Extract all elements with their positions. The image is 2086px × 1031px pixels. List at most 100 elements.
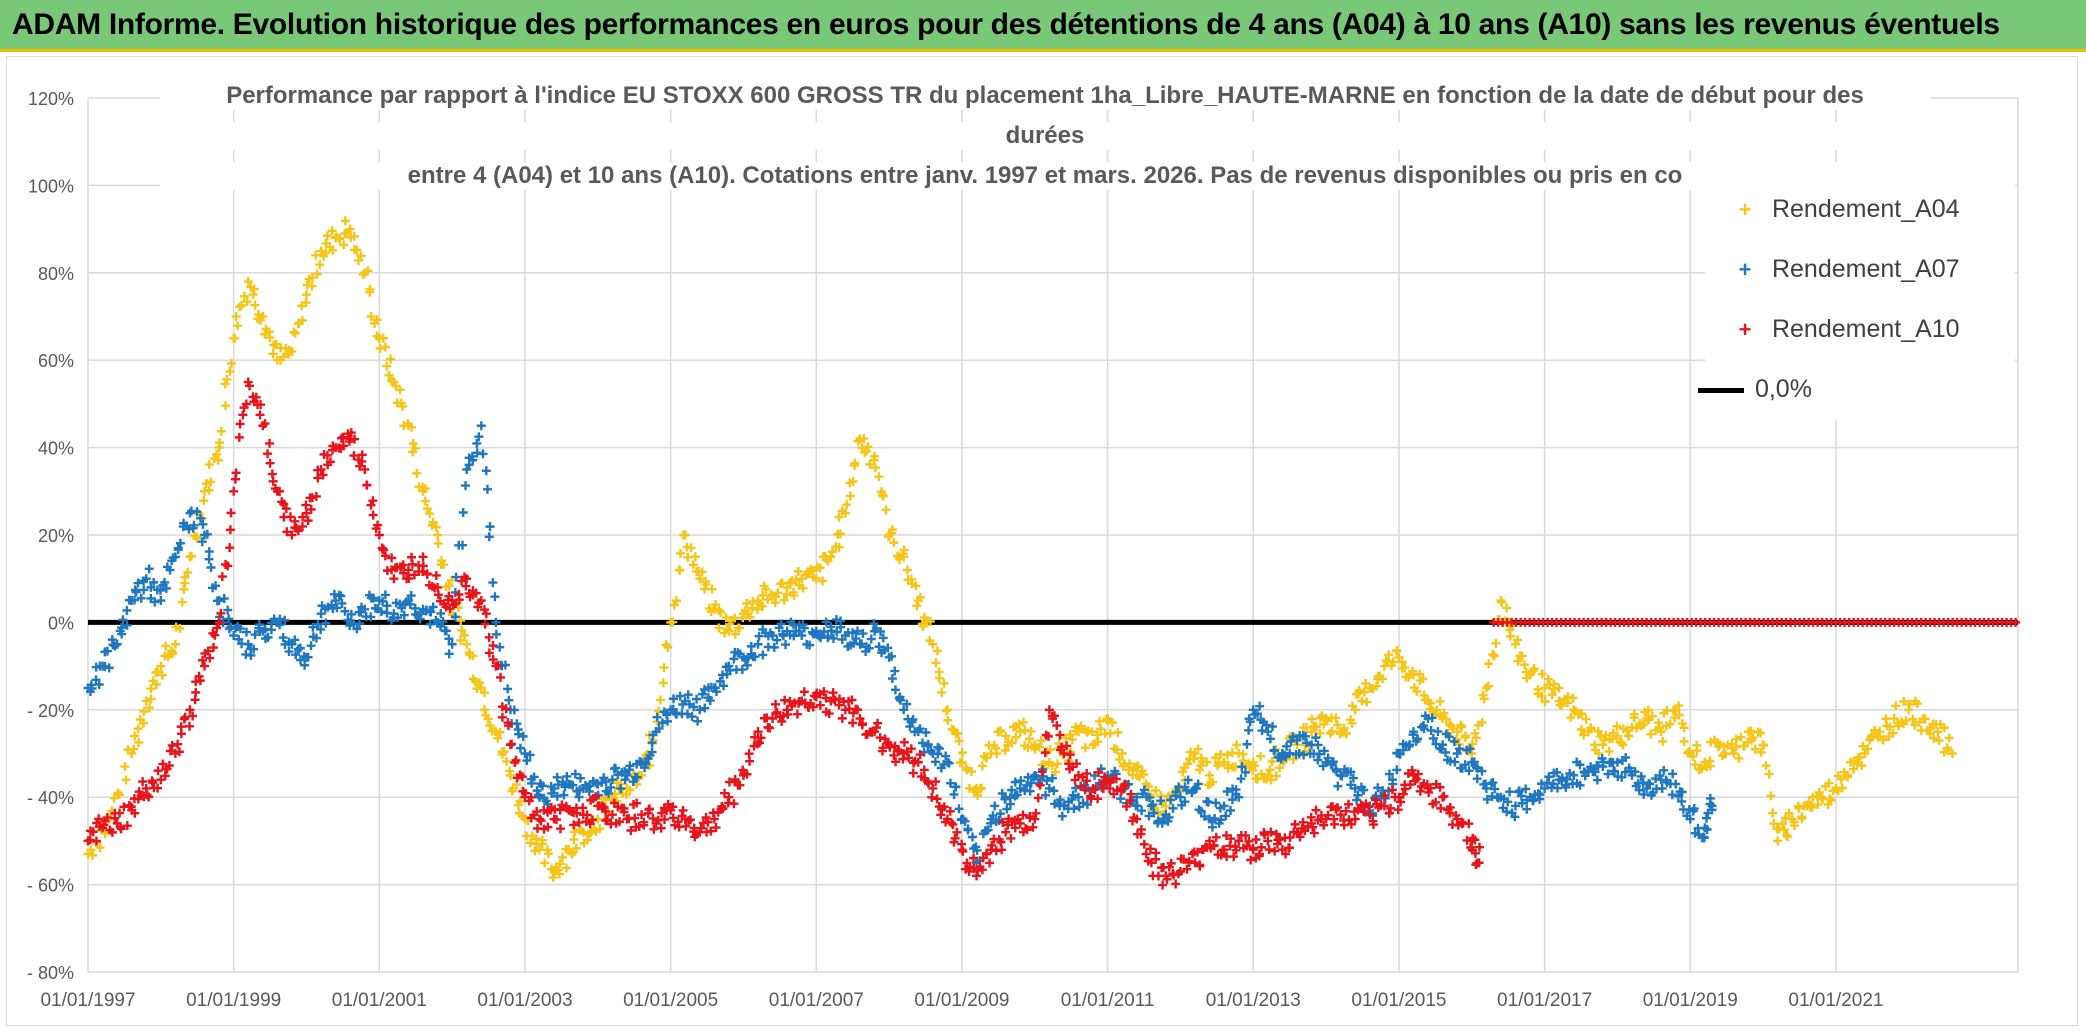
point-a04: [153, 667, 163, 677]
point-a04: [1604, 746, 1614, 756]
point-a04: [845, 491, 855, 501]
point-a04: [582, 835, 592, 845]
point-a04: [555, 859, 565, 869]
point-a04: [1502, 603, 1512, 613]
point-a07: [346, 609, 356, 619]
point-a10: [107, 827, 117, 837]
point-a10: [471, 588, 481, 598]
point-a04: [382, 361, 392, 371]
point-a10: [1350, 814, 1360, 824]
point-a04: [1092, 730, 1102, 740]
point-a10: [454, 595, 464, 605]
point-a10: [873, 718, 883, 728]
point-a04: [422, 504, 432, 514]
point-a04: [340, 216, 350, 226]
point-a04: [957, 748, 967, 758]
point-a10: [1344, 799, 1354, 809]
point-a07: [559, 790, 569, 800]
point-a04: [1497, 597, 1507, 607]
point-a10: [373, 520, 383, 530]
point-a04: [569, 835, 579, 845]
point-a07: [1552, 783, 1562, 793]
point-a10: [241, 399, 251, 409]
point-a04: [1331, 713, 1341, 723]
point-a10: [644, 804, 654, 814]
point-a07: [967, 832, 977, 842]
point-a04: [848, 477, 858, 487]
point-a10: [507, 739, 517, 749]
point-a04: [1435, 696, 1445, 706]
point-a04: [146, 694, 156, 704]
point-a07: [1025, 786, 1035, 796]
point-a10: [238, 410, 248, 420]
point-a07: [1612, 757, 1622, 767]
point-a10: [924, 779, 934, 789]
point-a10: [582, 810, 592, 820]
point-a10: [977, 865, 987, 875]
point-a04: [290, 328, 300, 338]
point-a07: [1234, 792, 1244, 802]
point-a04: [680, 530, 690, 540]
point-a07: [753, 639, 763, 649]
point-a10: [948, 820, 958, 830]
y-tick-label: 80%: [38, 264, 74, 284]
point-a10: [632, 798, 642, 808]
point-a04: [961, 763, 971, 773]
point-a04: [222, 374, 232, 384]
point-a10: [1158, 880, 1168, 890]
point-a04: [1700, 757, 1710, 767]
point-a04: [1529, 664, 1539, 674]
point-a04: [1784, 808, 1794, 818]
point-a07: [529, 772, 539, 782]
point-a07: [568, 780, 578, 790]
point-a07: [436, 621, 446, 631]
point-a10: [164, 761, 174, 771]
point-a07: [1580, 771, 1590, 781]
point-a07: [1455, 744, 1465, 754]
point-a04: [1920, 714, 1930, 724]
point-a04: [934, 673, 944, 683]
point-a04: [1692, 746, 1702, 756]
point-a07: [129, 595, 139, 605]
point-a07: [933, 742, 943, 752]
point-a07: [890, 685, 900, 695]
point-a04: [1223, 760, 1233, 770]
point-a07: [604, 788, 614, 798]
point-a07: [687, 712, 697, 722]
point-a04: [88, 850, 98, 860]
x-tick-label: 01/01/2009: [914, 990, 1009, 1011]
point-a04: [870, 463, 880, 473]
point-a07: [300, 660, 310, 670]
point-a10: [919, 765, 929, 775]
point-a10: [526, 792, 536, 802]
point-a04: [109, 793, 119, 803]
point-a07: [876, 627, 886, 637]
point-a04: [1202, 757, 1212, 767]
point-a07: [1702, 825, 1712, 835]
plus-marker-icon: +: [1738, 257, 1752, 282]
point-a10: [1384, 808, 1394, 818]
point-a10: [198, 655, 208, 665]
point-a10: [931, 777, 941, 787]
point-a04: [1362, 697, 1372, 707]
point-a10: [1040, 748, 1050, 758]
point-a10: [657, 808, 667, 818]
point-a07: [896, 695, 906, 705]
point-a04: [204, 460, 214, 470]
point-a04: [745, 612, 755, 622]
point-a07: [1699, 833, 1709, 843]
point-a07: [601, 777, 611, 787]
point-a04: [315, 260, 325, 270]
point-a10: [191, 687, 201, 697]
point-a04: [1563, 692, 1573, 702]
point-a10: [265, 438, 275, 448]
point-a04: [250, 300, 260, 310]
point-a07: [229, 631, 239, 641]
point-a07: [1263, 727, 1273, 737]
point-a07: [241, 627, 251, 637]
point-a10: [875, 733, 885, 743]
point-a07: [136, 593, 146, 603]
point-a10: [1136, 824, 1146, 834]
point-a07: [1460, 760, 1470, 770]
point-a07: [512, 719, 522, 729]
